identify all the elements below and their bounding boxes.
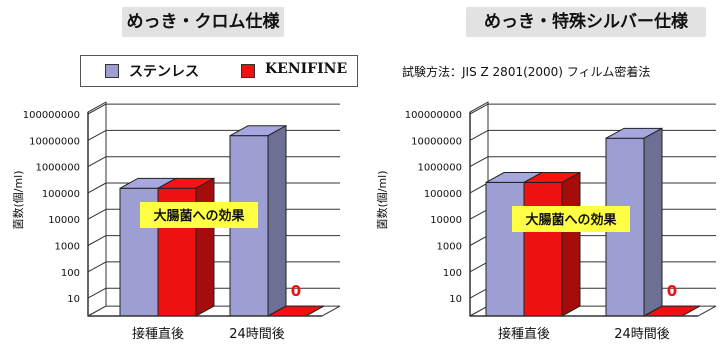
chart-title-left: めっき・クロム仕様 bbox=[122, 7, 284, 37]
y-tick-label: 100000 bbox=[424, 189, 462, 200]
y-tick-label: 100 bbox=[61, 268, 80, 279]
bar-side bbox=[643, 127, 663, 317]
y-tick-label: 1000000 bbox=[35, 163, 80, 174]
bar-kenifine bbox=[523, 181, 563, 317]
y-tick-label: 10000000 bbox=[411, 136, 462, 147]
annotation-box bbox=[140, 202, 258, 228]
gridline bbox=[469, 287, 489, 299]
x-category-label: 24時間後 bbox=[229, 327, 285, 342]
y-tick-label: 1000000 bbox=[417, 163, 462, 174]
gridline bbox=[469, 156, 489, 168]
side-wall bbox=[87, 101, 107, 317]
x-category-label: 24時間後 bbox=[614, 327, 670, 342]
test-method-note: 試験方法：JIS Z 2801(2000) フィルム密着法 bbox=[402, 65, 651, 79]
y-tick-label: 1000 bbox=[55, 242, 80, 253]
side-wall bbox=[469, 101, 489, 317]
gridline bbox=[87, 103, 107, 115]
chart-chrome: 1000000001000000010000001000001000010001… bbox=[12, 101, 341, 342]
gridline bbox=[469, 235, 489, 246]
gridline bbox=[87, 235, 107, 246]
y-tick-label: 10000 bbox=[48, 215, 80, 226]
chart-silver: 1000000001000000010000001000001000010001… bbox=[376, 101, 717, 342]
gridline bbox=[87, 182, 107, 194]
gridline bbox=[87, 129, 107, 141]
gridline bbox=[469, 103, 489, 115]
y-axis-title: 菌数(個/ml) bbox=[12, 170, 25, 229]
bar-side bbox=[561, 171, 581, 317]
legend-label-stainless: ステンレス bbox=[129, 64, 199, 80]
y-tick-label: 10000000 bbox=[29, 136, 80, 147]
gridline bbox=[87, 208, 107, 220]
y-tick-label: 100000 bbox=[42, 189, 80, 200]
zero-label: 0 bbox=[291, 282, 301, 300]
gridline bbox=[469, 261, 489, 273]
bar-side bbox=[195, 177, 215, 317]
legend-label-kenifine: KENIFINE bbox=[265, 61, 348, 77]
y-tick-label: 1000 bbox=[437, 242, 462, 253]
bar-stainless bbox=[485, 181, 525, 317]
zero-label: 0 bbox=[667, 282, 677, 300]
legend: ステンレス KENIFINE bbox=[80, 55, 358, 87]
legend-swatch-stainless bbox=[105, 64, 119, 78]
gridline bbox=[87, 287, 107, 299]
x-category-label: 接種直後 bbox=[132, 326, 184, 342]
y-tick-label: 10 bbox=[449, 294, 462, 305]
x-category-label: 接種直後 bbox=[498, 326, 550, 342]
chart-title-right: めっき・特殊シルバー仕様 bbox=[466, 7, 706, 37]
y-tick-label: 10 bbox=[67, 294, 80, 305]
gridline bbox=[469, 182, 489, 194]
annotation-box bbox=[512, 206, 630, 232]
gridline bbox=[87, 261, 107, 273]
gridline bbox=[469, 129, 489, 141]
y-tick-label: 100000000 bbox=[405, 110, 462, 121]
y-axis-title: 菌数(個/ml) bbox=[376, 170, 389, 229]
y-tick-label: 100 bbox=[443, 268, 462, 279]
gridline bbox=[87, 156, 107, 168]
y-tick-label: 10000 bbox=[430, 215, 462, 226]
gridline bbox=[469, 208, 489, 220]
y-tick-label: 100000000 bbox=[23, 110, 80, 121]
legend-swatch-kenifine bbox=[241, 64, 255, 78]
annotation-text: 大腸菌への効果 bbox=[153, 208, 244, 224]
bar-side bbox=[267, 124, 287, 317]
annotation-text: 大腸菌への効果 bbox=[525, 212, 616, 228]
